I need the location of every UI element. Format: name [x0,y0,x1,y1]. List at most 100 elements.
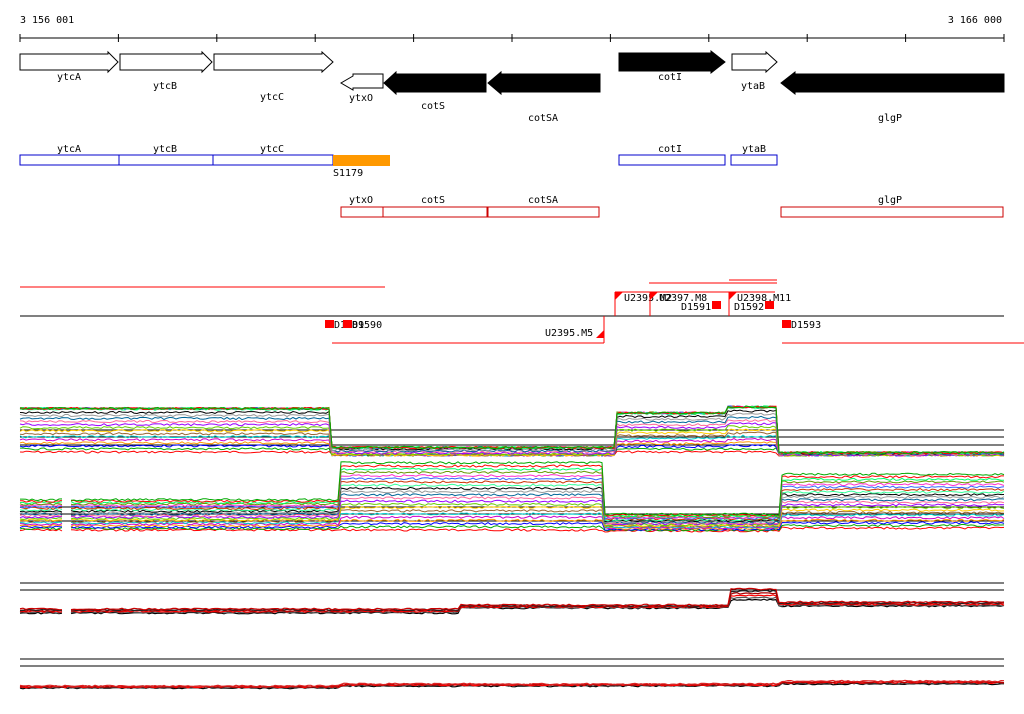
gene-label: cotS [421,101,445,112]
tss-label: U2398.M11 [737,293,791,304]
terminator-D1591[interactable]: D1591 [681,301,721,313]
gene-label: glgP [878,113,902,124]
summary-series-line [19,587,1005,611]
expression-series-line [19,521,1005,532]
reverse-summary-profile [19,658,1005,690]
operon-label: ytaB [742,144,766,155]
gene-glgP[interactable]: glgP [780,70,1005,124]
gene-label: ytcA [57,72,81,83]
terminator-label: D1590 [352,320,382,331]
operon-ytcC[interactable]: ytcC [212,144,334,166]
gene-ytaB[interactable]: ytaB [731,50,778,92]
operon-label: ytcA [57,144,81,155]
terminator-marker[interactable] [712,301,721,309]
terminator-marker[interactable] [782,320,791,328]
operon-box[interactable] [340,206,384,218]
operon-cotI[interactable]: cotI [618,144,726,166]
expression-series-line [19,464,1004,517]
expression-series-line [19,405,1005,455]
terminator-label: D1592 [734,302,764,313]
gene-arrow[interactable] [780,70,1005,96]
expression-series-line [19,480,1005,521]
promoter-S1179[interactable]: S1179 [333,155,390,179]
gene-arrow[interactable] [731,50,778,74]
terminator-D1592[interactable]: D1592 [734,301,774,313]
gene-label: cotSA [528,113,558,124]
operon-box[interactable] [780,206,1004,218]
ruler-end-label: 3 166 000 [948,15,1002,26]
operon-cotS[interactable]: cotS [382,195,488,218]
expression-series-line [19,496,1005,525]
gene-label: ytaB [741,81,765,92]
gene-ytcA[interactable]: ytcA [19,50,119,83]
gene-arrow[interactable] [340,73,384,91]
tss-U2395-M2[interactable]: U2395.M2 [614,292,672,316]
operon-label: ytxO [349,195,373,206]
expression-series-line [19,505,1005,528]
terminator-marker[interactable] [765,301,774,309]
forward-summary-profile [19,582,1005,615]
expression-series-line [20,461,1005,516]
operon-box[interactable] [118,154,214,166]
expression-series-line [19,512,1005,529]
operon-box[interactable] [19,154,120,166]
gene-ytcB[interactable]: ytcB [119,50,213,92]
tss-label: U2395.M2 [624,293,672,304]
operon-label: cotI [658,144,682,155]
tss-flag-icon [729,292,737,300]
operon-ytaB[interactable]: ytaB [730,144,778,166]
operon-label: ytcC [260,144,284,155]
operon-ytxO[interactable]: ytxO [340,195,384,218]
gene-ytxO[interactable]: ytxO [340,73,384,104]
gene-arrow[interactable] [213,50,334,74]
tss-label: U2397.M8 [659,293,707,304]
terminator-marker[interactable] [343,320,352,328]
operon-box[interactable] [382,206,488,218]
gene-cotI[interactable]: cotI [618,49,726,83]
expression-series-line [19,470,1005,519]
operon-box[interactable] [212,154,334,166]
terminator-D1590[interactable]: D1590 [343,320,382,331]
gene-track: ytcA ytcB ytcC ytxO cotS cotSA c [19,49,1005,124]
expression-series-line [19,502,1005,527]
gene-label: ytxO [349,93,373,104]
expression-series-line [19,477,1005,520]
operon-label: ytcB [153,144,177,155]
operon-label: glgP [878,195,902,206]
gene-arrow[interactable] [487,70,601,96]
terminator-label: D1593 [791,320,821,331]
terminator-marker[interactable] [325,320,334,328]
gene-cotS[interactable]: cotS [383,70,487,112]
coordinate-ruler: 3 156 001 3 166 000 [19,15,1005,42]
terminator-label: D1591 [681,302,711,313]
gene-arrow[interactable] [119,50,213,74]
gene-arrow[interactable] [19,50,119,74]
gene-label: ytcB [153,81,177,92]
expression-series-line [19,483,1005,522]
expression-series-line [19,493,1005,524]
operon-cotSA[interactable]: cotSA [487,195,600,218]
operon-box[interactable] [618,154,726,166]
gene-arrow[interactable] [383,70,487,96]
reverse-operon-track: ytxO cotS cotSA glgP [340,195,1004,218]
tss-U2395-M5[interactable]: U2395.M5 [545,316,605,343]
terminator-D1593[interactable]: D1593 [782,320,821,331]
tss-U2398-M11[interactable]: U2398.M11 [728,292,791,316]
tss-flag-icon [615,292,623,300]
gene-arrow[interactable] [618,49,726,75]
transcription-unit-track: U2395.M2 U2397.M8 U2398.M11 U2395.M5 D15… [20,279,1024,344]
operon-glgP[interactable]: glgP [780,195,1004,218]
promoter-label: S1179 [333,168,363,179]
operon-box[interactable] [730,154,778,166]
tss-label: U2395.M5 [545,328,593,339]
gene-cotSA[interactable]: cotSA [487,70,601,124]
operon-ytcB[interactable]: ytcB [118,144,214,166]
operon-ytcA[interactable]: ytcA [19,144,120,166]
gene-label: cotI [658,72,682,83]
promoter-box[interactable] [333,155,390,166]
gene-ytcC[interactable]: ytcC [213,50,334,103]
tss-flag-icon [650,292,658,300]
operon-box[interactable] [487,206,600,218]
tss-U2397-M8[interactable]: U2397.M8 [649,292,707,316]
